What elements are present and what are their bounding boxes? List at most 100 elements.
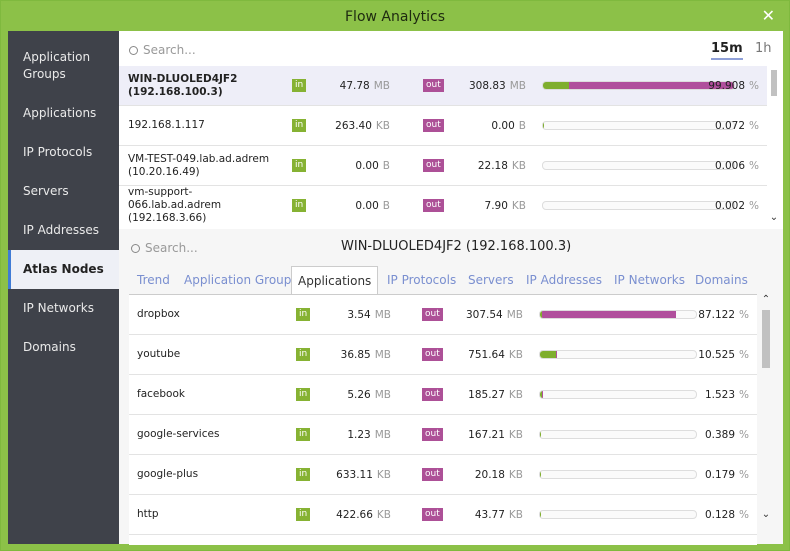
bar-track	[539, 510, 697, 519]
in-number: 422.66	[336, 508, 373, 521]
out-number: 43.77	[474, 508, 505, 521]
scroll-thumb[interactable]	[771, 70, 777, 96]
sidebar-item[interactable]: IP Protocols	[23, 145, 93, 159]
out-unit: KB	[508, 348, 523, 361]
in-unit: MB	[373, 79, 390, 92]
percent-number: 99.908	[708, 79, 746, 92]
out-unit: KB	[508, 468, 523, 481]
detail-tab[interactable]: IP Protocols	[387, 273, 457, 287]
main-panel: Search... 15m 1h WIN-DLUOLED4JF2 (192.168…	[119, 31, 783, 545]
row-name: http	[137, 508, 159, 520]
detail-tab[interactable]: Domains	[695, 273, 748, 287]
out-unit: KB	[508, 388, 523, 401]
in-badge-cell: in	[292, 186, 307, 223]
out-badge-cell: out	[423, 66, 444, 105]
bar-in	[540, 431, 541, 438]
percent: 1.523%	[705, 375, 749, 414]
in-badge: in	[296, 508, 311, 521]
out-badge: out	[423, 79, 444, 92]
bar-in	[543, 82, 569, 89]
table-row[interactable]: VM-TEST-049.lab.ad.adrem (10.20.16.49) in…	[119, 146, 767, 186]
out-value: 7.90 KB	[485, 186, 526, 223]
sidebar-item[interactable]: Atlas Nodes	[8, 250, 119, 289]
percent-number: 0.389	[704, 428, 736, 441]
in-badge-cell: in	[292, 146, 307, 185]
bar-track	[542, 201, 735, 210]
detail-tab[interactable]: Application Groups	[184, 273, 298, 287]
scrollbar[interactable]: ⌄	[767, 66, 781, 223]
table-row[interactable]: WIN-DLUOLED4JF2 (192.168.100.3) in 47.78 MB…	[119, 66, 767, 106]
bar-track	[542, 161, 735, 170]
percent-sign: %	[739, 388, 749, 401]
percent-number: 87.122	[698, 308, 736, 321]
bar-fill	[540, 431, 541, 438]
out-unit: KB	[508, 508, 523, 521]
search-box[interactable]: Search...	[129, 43, 196, 57]
out-unit: MB	[509, 79, 526, 92]
in-number: 0.00	[355, 159, 379, 172]
time-tab[interactable]: 15m	[711, 41, 743, 60]
in-unit: KB	[376, 468, 391, 481]
detail-tab[interactable]: IP Addresses	[526, 273, 603, 287]
percent-sign: %	[749, 79, 759, 92]
scroll-thumb[interactable]	[762, 310, 770, 368]
bar-fill	[540, 311, 676, 318]
percent-sign: %	[739, 428, 749, 441]
in-value: 5.26 MB	[347, 375, 391, 414]
table-row[interactable]: 192.168.1.117 in 263.40 KB out 0.00 B 0.072%	[119, 106, 767, 146]
row-name: google-plus	[137, 468, 199, 480]
percent-number: 10.525	[698, 348, 736, 361]
sidebar-item[interactable]: Servers	[23, 184, 69, 198]
app-table: dropbox in 3.54 MB out 307.54 MB 87.122% youtube…	[129, 294, 757, 545]
detail-tab[interactable]: Applications	[291, 266, 379, 295]
percent: 0.389%	[705, 415, 749, 454]
row-name: WIN-DLUOLED4JF2 (192.168.100.3)	[128, 72, 238, 98]
detail-tab[interactable]: Servers	[468, 273, 514, 287]
percent-sign: %	[749, 119, 759, 132]
sidebar-item[interactable]: Domains	[23, 340, 76, 354]
out-number: 308.83	[468, 79, 506, 92]
in-value: 263.40 KB	[335, 106, 390, 145]
sidebar-item[interactable]: IP Networks	[23, 301, 94, 315]
in-badge-cell: in	[296, 455, 311, 494]
table-row[interactable]: facebook in 5.26 MB out 185.27 KB 1.523%	[129, 375, 757, 415]
table-row[interactable]: google-services in 1.23 MB out 167.21 KB 0.389%	[129, 415, 757, 455]
percent-sign: %	[739, 348, 749, 361]
row-name: VM-TEST-049.lab.ad.adrem (10.20.16.49)	[128, 152, 270, 178]
sidebar-item[interactable]: Application Groups	[23, 50, 91, 81]
sidebar-item[interactable]: IP Addresses	[23, 223, 100, 237]
table-row[interactable]: youtube in 36.85 MB out 751.64 KB 10.525%	[129, 335, 757, 375]
table-row[interactable]: http in 422.66 KB out 43.77 KB 0.128%	[129, 495, 757, 535]
detail-title: WIN-DLUOLED4JF2 (192.168.100.3)	[341, 239, 572, 254]
out-number: 7.90	[484, 199, 508, 212]
table-row[interactable]: dropbox in 3.54 MB out 307.54 MB 87.122%	[129, 295, 757, 335]
scroll-up[interactable]: ⌃	[761, 294, 771, 305]
scroll-down[interactable]: ⌄	[769, 212, 779, 223]
bar-track	[539, 430, 697, 439]
out-badge: out	[423, 119, 444, 132]
sidebar-item[interactable]: Applications	[23, 106, 97, 120]
in-number: 0.00	[355, 199, 379, 212]
out-badge: out	[422, 308, 443, 321]
percent-sign: %	[749, 199, 759, 212]
in-number: 5.26	[347, 388, 371, 401]
detail-tab[interactable]: Trend	[137, 273, 170, 287]
in-badge: in	[296, 348, 311, 361]
out-badge-cell: out	[423, 106, 444, 145]
percent-number: 0.002	[714, 199, 746, 212]
bar-out	[568, 82, 734, 89]
scrollbar[interactable]: ⌃ ⌄	[759, 294, 773, 544]
table-row[interactable]: vm-support-066.lab.ad.adrem (192.168.3.6…	[119, 186, 767, 223]
close-button[interactable]: ✕	[761, 6, 775, 25]
percent: 0.006%	[715, 146, 759, 185]
table-row[interactable]: google-plus in 633.11 KB out 20.18 KB 0.179%	[129, 455, 757, 495]
in-badge: in	[292, 79, 307, 92]
detail-panel: Search... WIN-DLUOLED4JF2 (192.168.100.3…	[119, 229, 783, 545]
out-unit: MB	[506, 308, 523, 321]
row-name: dropbox	[137, 308, 180, 320]
out-badge-cell: out	[422, 455, 443, 494]
scroll-down[interactable]: ⌄	[761, 509, 771, 520]
search-box[interactable]: Search...	[131, 241, 198, 255]
detail-tab[interactable]: IP Networks	[614, 273, 685, 287]
time-tab[interactable]: 1h	[755, 41, 772, 56]
